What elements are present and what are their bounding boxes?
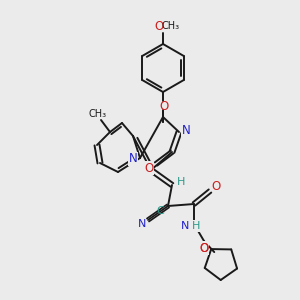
Text: O: O	[159, 100, 169, 112]
Text: O: O	[154, 20, 164, 32]
Text: H: H	[177, 177, 185, 187]
Text: O: O	[200, 242, 209, 255]
Text: CH₃: CH₃	[162, 21, 180, 31]
Text: H: H	[192, 221, 200, 231]
Text: N: N	[129, 152, 137, 166]
Text: O: O	[144, 161, 154, 175]
Text: N: N	[182, 124, 190, 137]
Text: N: N	[138, 219, 146, 229]
Text: C: C	[156, 206, 164, 216]
Text: N: N	[181, 221, 189, 231]
Text: O: O	[200, 242, 209, 255]
Text: CH₃: CH₃	[89, 109, 107, 119]
Text: O: O	[212, 181, 220, 194]
